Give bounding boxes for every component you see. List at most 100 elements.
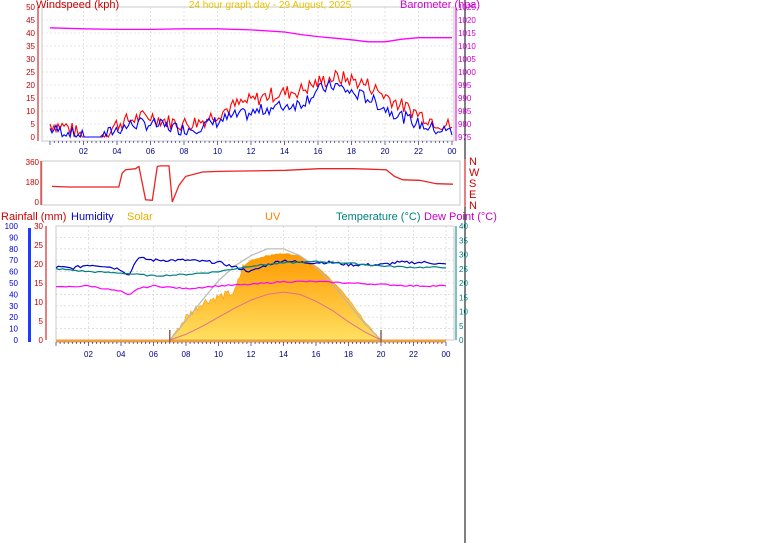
barometer-tick-label: 995 [458,81,472,90]
dewpoint-label: Dew Point (°C) [424,211,497,223]
barometer-axis: 975 980 985 990 995 1000 1005 1010 1015 1020 1025 [455,3,476,142]
direction-tick-label: 0 [35,198,40,207]
windspeed-tick-label: 15 [26,94,35,103]
rainfall-tick-label: 25 [34,241,43,250]
solar-area [169,253,382,341]
temperature-tick-label: 40 [459,222,468,231]
time-tick-label: 02 [84,350,93,359]
humidity-tick-label: 80 [9,245,18,254]
barometer-tick-label: 990 [458,94,472,103]
barometer-tick-label: 1005 [458,55,476,64]
time-tick-label: 02 [79,147,88,156]
solar-max-line [169,248,382,341]
time-tick-label: 06 [146,147,155,156]
rainfall-tick-label: 0 [39,336,44,345]
uv-label: UV [265,211,281,223]
compass-letter: N [469,156,477,168]
compass-letter: S [469,178,476,190]
windspeed-tick-label: 25 [26,68,35,77]
wind-gust-line [49,69,453,138]
rainfall-tick-label: 5 [39,317,44,326]
time-tick-label: 18 [344,350,353,359]
windspeed-tick-label: 50 [26,3,35,12]
wind-series [49,27,453,139]
time-tick-label: 22 [409,350,418,359]
temperature-line [55,260,446,277]
dewpoint-line [55,280,447,296]
time-tick-label: 14 [280,147,289,156]
multi-sensor-panel: 0 10 20 30 40 50 60 70 80 90 100 0 5 10 15 20 25 30 0 5 10… [1,211,497,359]
direction-tick-label: 360 [26,158,40,167]
humidity-tick-label: 10 [9,325,18,334]
barometer-tick-label: 1025 [458,3,476,12]
temperature-tick-label: 10 [459,308,468,317]
time-tick-label: 20 [381,147,390,156]
barometer-axis-label: Barometer (hpa) [400,0,480,11]
windspeed-tick-label: 30 [26,55,35,64]
barometer-tick-label: 1010 [458,42,476,51]
temperature-tick-label: 30 [459,251,468,260]
rainfall-tick-label: 10 [34,298,43,307]
windspeed-tick-label: 20 [26,81,35,90]
time-tick-label: 14 [279,350,288,359]
rainfall-label: Rainfall (mm) [1,211,66,223]
windspeed-axis-label: Windspeed (kph) [36,0,119,11]
time-axis-top: 02 04 06 08 10 12 14 16 18 20 22 00 [49,141,457,156]
time-axis-bottom: 02 04 06 08 10 12 14 16 18 20 22 00 [55,342,451,359]
compass-letter: E [469,189,476,201]
windspeed-axis: 0 5 10 15 20 25 30 35 40 45 50 [26,3,39,142]
direction-tick-label: 180 [26,178,40,187]
barometer-tick-label: 985 [458,107,472,116]
time-tick-label: 18 [347,147,356,156]
rainfall-axis: 0 5 10 15 20 25 30 [34,222,47,345]
barometer-line [49,27,452,43]
temperature-tick-label: 5 [459,322,464,331]
temperature-label: Temperature (°C) [336,211,420,223]
time-tick-label: 04 [117,350,126,359]
time-tick-label: 00 [448,147,457,156]
rainfall-tick-label: 20 [34,260,43,269]
humidity-tick-label: 20 [9,313,18,322]
time-tick-label: 16 [314,147,323,156]
temperature-tick-label: 25 [459,265,468,274]
time-tick-label: 06 [149,350,158,359]
time-tick-label: 10 [214,350,223,359]
solar-area-fill [169,253,382,341]
humidity-axis: 0 10 20 30 40 50 60 70 80 90 100 [5,222,19,345]
time-tick-label: 22 [414,147,423,156]
humidity-tick-label: 100 [5,222,19,231]
windspeed-tick-label: 10 [26,107,35,116]
time-tick-label: 12 [247,147,256,156]
direction-plot-area [41,160,461,206]
time-tick-label: 12 [247,350,256,359]
temperature-tick-label: 0 [459,336,464,345]
humidity-tick-label: 40 [9,290,18,299]
direction-series [51,165,454,203]
time-tick-label: 00 [442,350,451,359]
wind-direction-line [51,165,454,203]
barometer-tick-label: 980 [458,120,472,129]
humidity-line [55,256,447,276]
time-tick-label: 08 [182,350,191,359]
time-tick-label: 16 [312,350,321,359]
compass-letter: N [469,200,477,212]
humidity-tick-label: 50 [9,279,18,288]
time-tick-label: 04 [113,147,122,156]
temperature-tick-label: 35 [459,236,468,245]
direction-axis: 0 180 360 [26,158,42,207]
humidity-tick-label: 30 [9,302,18,311]
windspeed-tick-label: 40 [26,29,35,38]
wind-grid [42,6,454,141]
humidity-tick-label: 90 [9,233,18,242]
windspeed-tick-label: 0 [31,133,36,142]
uv-line [169,291,382,341]
time-tick-label: 10 [213,147,222,156]
solar-label: Solar [127,211,153,223]
chart-title: 24 hour graph day - 29 August, 2025 [189,0,352,11]
wind-speed-line [49,79,453,139]
humidity-tick-label: 70 [9,256,18,265]
compass-letter: W [469,167,480,179]
